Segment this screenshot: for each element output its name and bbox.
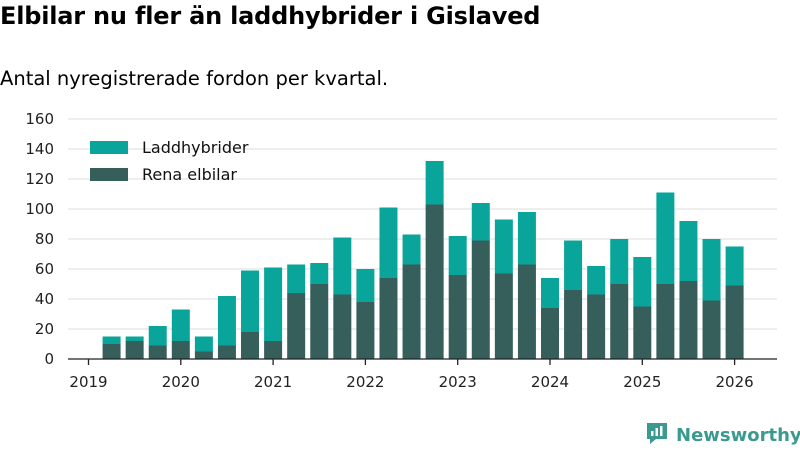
bar-rena-elbilar [148, 345, 167, 359]
bar-rena-elbilar [217, 345, 236, 359]
bar-laddhybrider [264, 267, 283, 341]
bar-laddhybrider [541, 278, 559, 308]
x-tick-label: 2022 [346, 373, 384, 391]
legend-swatch-laddhybrider [90, 141, 128, 154]
brand-name: Newsworthy [676, 424, 800, 446]
x-tick-label: 2023 [439, 373, 477, 391]
bar-rena-elbilar [194, 351, 213, 359]
y-tick-label: 60 [35, 260, 54, 278]
bar-rena-elbilar [264, 341, 283, 359]
bar-laddhybrider [610, 239, 629, 284]
y-tick-label: 0 [44, 350, 54, 368]
bar-rena-elbilar [425, 204, 444, 359]
bar-laddhybrider [471, 203, 490, 241]
chart-subtitle: Antal nyregistrerade fordon per kvartal. [0, 67, 389, 90]
bar-laddhybrider [679, 221, 698, 281]
bar-rena-elbilar [471, 240, 490, 359]
y-tick-label: 100 [25, 200, 54, 218]
bar-rena-elbilar [379, 278, 398, 359]
y-tick-label: 20 [35, 320, 54, 338]
y-tick-label: 140 [25, 140, 54, 158]
y-tick-label: 40 [35, 290, 54, 308]
x-tick-label: 2025 [623, 373, 661, 391]
x-tick-label: 2020 [162, 373, 200, 391]
bar-rena-elbilar [564, 290, 583, 359]
legend: Laddhybrider Rena elbilar [90, 138, 249, 184]
legend-label-rena-elbilar: Rena elbilar [142, 165, 237, 184]
y-tick-label: 80 [35, 230, 54, 248]
bars [102, 161, 744, 359]
x-tick-label: 2026 [716, 373, 754, 391]
bar-laddhybrider [125, 336, 144, 341]
bar-laddhybrider [425, 161, 444, 205]
x-tick-label: 2021 [254, 373, 292, 391]
chart-title: Elbilar nu fler än laddhybrider i Gislav… [0, 2, 541, 30]
bar-rena-elbilar [102, 344, 121, 359]
bar-rena-elbilar [287, 293, 306, 359]
bar-rena-elbilar [679, 281, 698, 359]
bar-laddhybrider [702, 239, 721, 301]
bar-laddhybrider [517, 212, 536, 265]
bar-laddhybrider [448, 236, 467, 275]
bar-laddhybrider [171, 309, 190, 341]
bar-laddhybrider [356, 269, 375, 302]
brand-logo: Newsworthy [644, 420, 800, 450]
bar-rena-elbilar [725, 285, 744, 359]
x-tick-label: 2024 [531, 373, 569, 391]
bar-laddhybrider [333, 237, 352, 295]
bar-laddhybrider [494, 219, 513, 274]
bar-rena-elbilar [517, 264, 536, 359]
bar-laddhybrider [402, 234, 421, 265]
bar-laddhybrider [217, 296, 236, 346]
bar-laddhybrider [102, 336, 121, 344]
bar-rena-elbilar [448, 275, 467, 359]
bar-laddhybrider [725, 246, 744, 286]
bar-laddhybrider [587, 266, 606, 295]
newsworthy-logo-icon [644, 420, 670, 450]
bar-laddhybrider [310, 263, 329, 284]
bar-rena-elbilar [356, 302, 375, 359]
x-tick-label: 2019 [69, 373, 107, 391]
bar-rena-elbilar [171, 341, 190, 359]
bar-laddhybrider [287, 264, 306, 293]
legend-label-laddhybrider: Laddhybrider [142, 138, 249, 157]
bar-rena-elbilar [633, 306, 652, 359]
bar-rena-elbilar [125, 341, 144, 359]
bar-laddhybrider [379, 207, 398, 278]
bar-rena-elbilar [656, 284, 675, 359]
legend-swatch-rena-elbilar [90, 168, 128, 181]
bar-laddhybrider [564, 240, 583, 290]
bar-laddhybrider [656, 192, 675, 284]
bar-rena-elbilar [702, 300, 721, 359]
bar-rena-elbilar [494, 273, 513, 359]
bar-rena-elbilar [310, 284, 329, 359]
bar-laddhybrider [633, 257, 652, 307]
bar-laddhybrider [241, 270, 260, 332]
y-tick-label: 160 [25, 110, 54, 128]
bar-laddhybrider [148, 326, 167, 346]
bar-rena-elbilar [587, 294, 606, 359]
bar-rena-elbilar [541, 308, 559, 359]
bar-rena-elbilar [402, 264, 421, 359]
bar-rena-elbilar [333, 294, 352, 359]
bar-rena-elbilar [610, 284, 629, 359]
y-tick-label: 120 [25, 170, 54, 188]
bar-laddhybrider [194, 336, 213, 352]
bar-rena-elbilar [241, 332, 260, 359]
axes: 0 20 40 60 80 100 120 140 160 2019 2020 2021 2022 202… [25, 110, 777, 391]
